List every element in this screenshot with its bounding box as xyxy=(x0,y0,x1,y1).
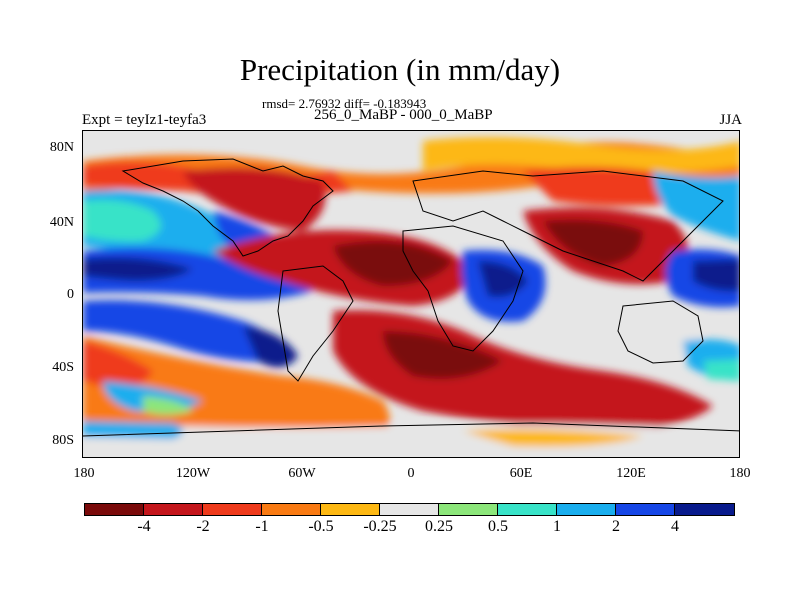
sw-pacific-red xyxy=(83,341,153,387)
north-pacific-teal xyxy=(83,199,161,242)
asia-dark-red xyxy=(543,219,643,266)
colorbar-label: 0.25 xyxy=(425,518,453,535)
colorbar-label: 2 xyxy=(612,518,620,535)
arctic-yellow xyxy=(423,137,739,175)
atlantic-dark-red xyxy=(333,241,453,286)
y-tick-label: 40S xyxy=(52,360,74,375)
y-tick-label: 0 xyxy=(67,287,74,302)
antarctic-cyan xyxy=(83,421,183,439)
colorbar-segment xyxy=(675,504,734,515)
colorbar-segment xyxy=(616,504,675,515)
map-field xyxy=(83,131,739,457)
period-label: 256_0_MaBP - 000_0_MaBP xyxy=(314,107,493,123)
colorbar-label: 1 xyxy=(553,518,561,535)
colorbar-segment xyxy=(380,504,439,515)
coast-africa xyxy=(402,225,524,352)
precipitation-map xyxy=(82,130,740,458)
y-tick-label: 80N xyxy=(49,140,74,155)
colorbar xyxy=(84,503,735,516)
north-america-red xyxy=(183,167,326,231)
coastlines xyxy=(83,158,739,437)
x-tick-label: 120E xyxy=(616,466,646,481)
antarctic-grey xyxy=(83,421,739,457)
south-pacific-blue xyxy=(83,300,293,362)
x-tick-label: 0 xyxy=(407,466,415,481)
coast-antarctica xyxy=(83,422,739,437)
season-label: JJA xyxy=(719,112,742,128)
x-tick-label: 180 xyxy=(729,466,751,481)
southern-green xyxy=(143,396,193,415)
colorbar-label: -2 xyxy=(196,518,210,535)
colorbar-segment xyxy=(85,504,144,515)
stats-label: rmsd= 2.76932 diff= -0.183943 xyxy=(262,96,427,111)
africa-navy xyxy=(478,261,528,297)
colorbar-label: 0.5 xyxy=(488,518,508,535)
experiment-label: Expt = teyIz1-teyfa3 xyxy=(82,112,207,128)
south-australia-teal xyxy=(703,359,739,381)
coast-north-america xyxy=(121,158,334,257)
x-tick-label: 60W xyxy=(288,466,316,481)
colorbar-segment xyxy=(144,504,203,515)
nw-pacific-cyan xyxy=(653,171,739,241)
colorbar-segment xyxy=(557,504,616,515)
southern-ocean-orange xyxy=(83,336,390,446)
south-america-navy xyxy=(243,326,298,368)
antarctic-yellow xyxy=(463,429,643,447)
coast-australia xyxy=(617,300,704,364)
plot-title: Precipitation (in mm/day) xyxy=(239,52,561,87)
colorbar-segment xyxy=(262,504,321,515)
colorbar-label: -0.5 xyxy=(308,518,334,535)
colorbar-label: -0.25 xyxy=(363,518,397,535)
equatorial-pacific-navy xyxy=(83,257,193,281)
colorbar-label: -1 xyxy=(255,518,269,535)
coast-south-america xyxy=(277,265,354,382)
y-tick-label: 40N xyxy=(49,215,74,230)
x-tick-label: 120W xyxy=(175,466,211,481)
colorbar-segment xyxy=(498,504,557,515)
australia-grey xyxy=(613,305,703,361)
colorbar-segment xyxy=(203,504,262,515)
colorbar-label: -4 xyxy=(137,518,151,535)
x-tick-label: 180 xyxy=(73,466,95,481)
y-tick-label: 80S xyxy=(52,433,74,448)
colorbar-segment xyxy=(439,504,498,515)
west-pacific-navy xyxy=(693,259,739,292)
x-tick-label: 60E xyxy=(509,466,533,481)
colorbar-segment xyxy=(321,504,380,515)
colorbar-label: 4 xyxy=(671,518,679,535)
coast-eurasia xyxy=(412,170,724,282)
south-atlantic-dark-red xyxy=(383,331,503,379)
